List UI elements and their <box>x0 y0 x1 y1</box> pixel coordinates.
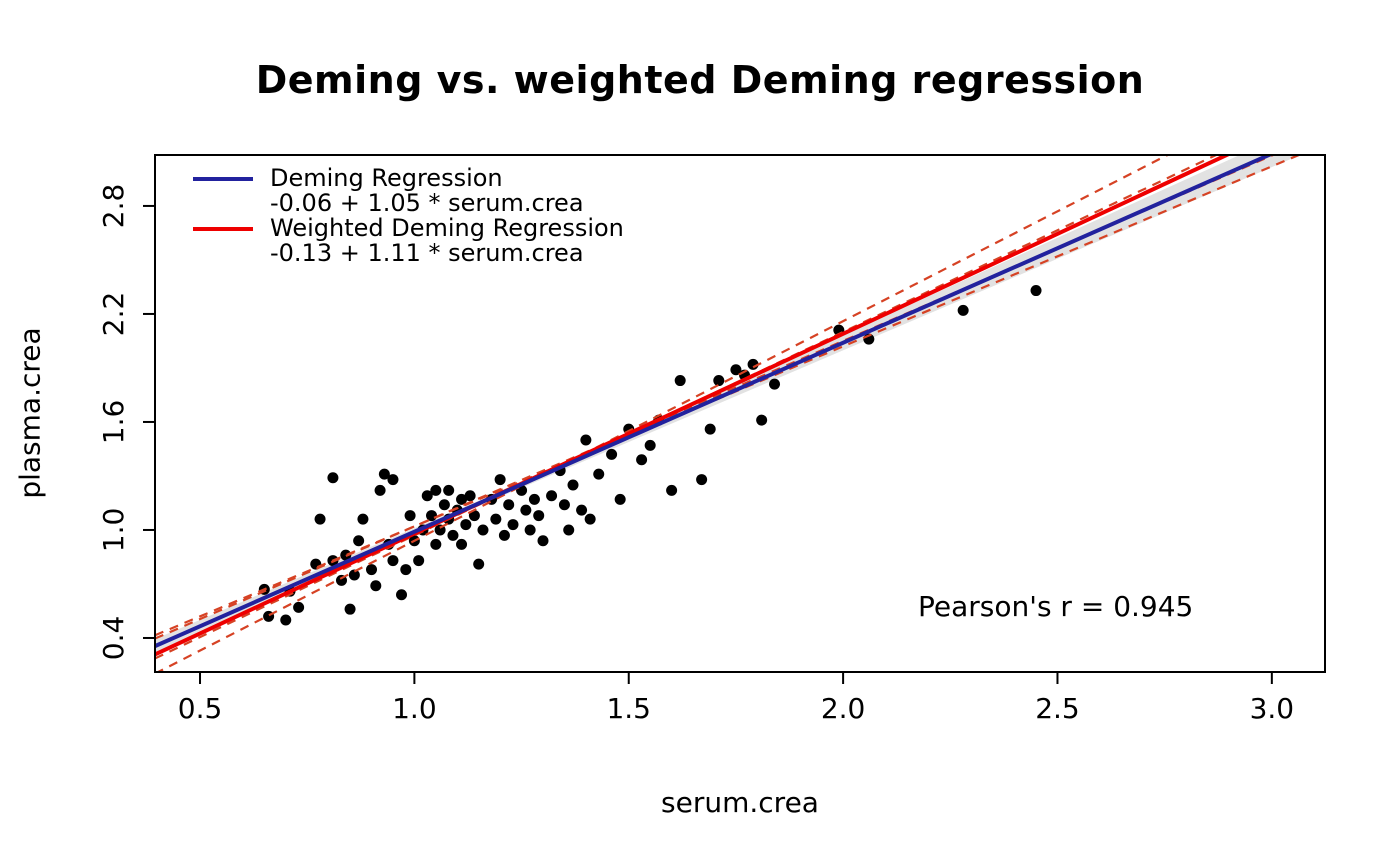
plot-inner <box>155 155 1302 672</box>
weighted-deming-line-sample-icon <box>193 227 253 231</box>
data-point <box>456 493 468 505</box>
data-point <box>353 535 365 547</box>
data-point <box>558 499 570 511</box>
data-point <box>387 555 399 567</box>
data-point <box>404 510 416 522</box>
data-point <box>957 304 969 316</box>
legend-label-weighted-deming: Weighted Deming Regression <box>270 214 624 242</box>
y-tick-label: 0.4 <box>97 616 130 661</box>
data-point <box>387 474 399 486</box>
data-point <box>490 513 502 525</box>
pearson-annotation: Pearson's r = 0.945 <box>918 590 1194 623</box>
data-point <box>344 603 356 615</box>
data-point <box>528 493 540 505</box>
data-point <box>563 524 575 536</box>
data-point <box>713 375 725 387</box>
data-point <box>477 524 489 536</box>
data-point <box>769 378 781 390</box>
legend: Deming Regression -0.06 + 1.05 * serum.c… <box>193 166 624 266</box>
data-point <box>374 484 386 496</box>
data-point <box>421 490 433 502</box>
data-point <box>546 490 558 502</box>
data-point <box>327 472 339 484</box>
data-point <box>644 439 656 451</box>
data-point <box>524 524 536 536</box>
data-point <box>366 564 378 576</box>
y-tick-label: 1.6 <box>97 400 130 445</box>
data-point <box>576 504 588 516</box>
data-point <box>426 510 438 522</box>
data-point <box>730 364 742 376</box>
data-point <box>456 538 468 550</box>
data-point <box>580 434 592 446</box>
data-point <box>636 454 648 466</box>
data-point <box>537 535 549 547</box>
data-point <box>280 614 292 626</box>
data-point <box>430 484 442 496</box>
data-point <box>756 414 768 426</box>
legend-equation-weighted-deming: -0.13 + 1.11 * serum.crea <box>270 239 584 267</box>
deming-line-sample-icon <box>193 177 253 181</box>
x-tick-label: 0.5 <box>178 692 223 725</box>
data-point <box>674 375 686 387</box>
data-point <box>503 499 515 511</box>
data-point <box>520 504 532 516</box>
deming-line <box>155 155 1274 648</box>
data-point <box>413 555 425 567</box>
data-point <box>468 510 480 522</box>
data-point <box>498 529 510 541</box>
chart-title: Deming vs. weighted Deming regression <box>255 58 1145 102</box>
data-point <box>447 529 459 541</box>
y-tick-label: 2.8 <box>97 184 130 229</box>
legend-entry-weighted-deming: Weighted Deming Regression -0.13 + 1.11 … <box>193 216 624 266</box>
ci-dashed-line <box>155 155 1170 672</box>
x-tick-label: 1.5 <box>606 692 651 725</box>
data-point <box>666 484 678 496</box>
data-point <box>348 569 360 581</box>
y-tick-label: 1.0 <box>97 508 130 553</box>
data-point <box>438 499 450 511</box>
legend-equation-deming: -0.06 + 1.05 * serum.crea <box>270 189 584 217</box>
data-point <box>378 468 390 480</box>
data-point <box>584 513 596 525</box>
data-point <box>606 448 618 460</box>
data-point <box>357 513 369 525</box>
data-point <box>696 474 708 486</box>
data-point <box>293 601 305 613</box>
data-point <box>614 493 626 505</box>
data-point <box>396 589 408 601</box>
data-point <box>567 479 579 491</box>
data-point <box>494 474 506 486</box>
x-tick-label: 1.0 <box>392 692 437 725</box>
data-point <box>747 358 759 370</box>
data-point <box>430 538 442 550</box>
data-point <box>1030 285 1042 297</box>
x-tick-label: 3.0 <box>1250 692 1295 725</box>
data-point <box>473 558 485 570</box>
data-point <box>370 580 382 592</box>
weighted-deming-line <box>155 155 1232 657</box>
x-tick-label: 2.5 <box>1035 692 1080 725</box>
data-point <box>464 490 476 502</box>
x-axis-title: serum.crea <box>661 786 819 819</box>
data-point <box>507 519 519 531</box>
data-point <box>400 564 412 576</box>
data-point <box>533 510 545 522</box>
y-tick-label: 2.2 <box>97 292 130 337</box>
data-point <box>593 468 605 480</box>
data-point <box>314 513 326 525</box>
legend-entry-deming: Deming Regression -0.06 + 1.05 * serum.c… <box>193 166 624 216</box>
data-point <box>443 484 455 496</box>
data-point <box>460 519 472 531</box>
data-point <box>704 423 716 435</box>
y-axis-title: plasma.crea <box>13 327 47 499</box>
plot-box <box>154 154 1326 673</box>
legend-label-deming: Deming Regression <box>270 164 503 192</box>
x-tick-label: 2.0 <box>821 692 866 725</box>
